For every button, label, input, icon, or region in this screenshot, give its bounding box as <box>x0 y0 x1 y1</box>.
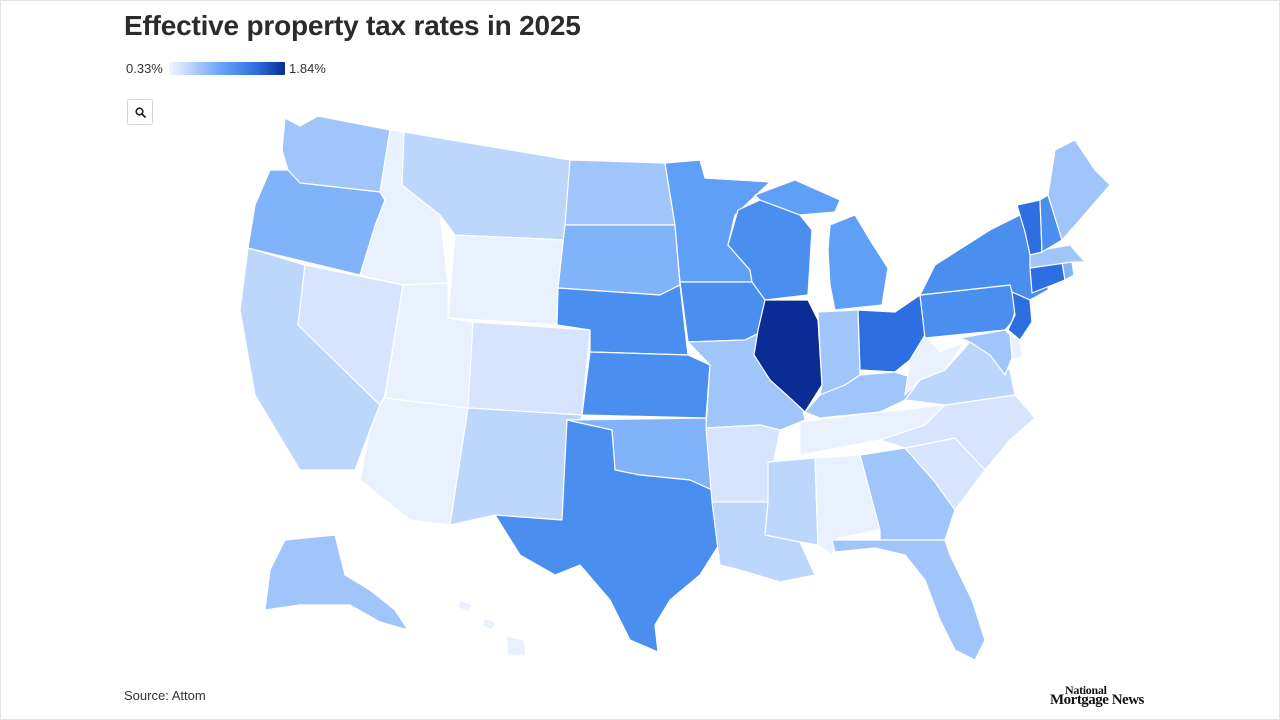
state-wy[interactable]: Wyoming <box>447 234 566 326</box>
state-hi[interactable]: Hawaii <box>505 635 527 657</box>
state-me[interactable]: Maine <box>1047 139 1111 241</box>
legend-gradient-bar <box>169 62 285 75</box>
state-mi[interactable]: Michigan <box>754 179 841 216</box>
state-ak[interactable]: Alaska <box>264 534 409 631</box>
state-sd[interactable]: South Dakota <box>557 224 681 296</box>
zoom-button[interactable] <box>127 99 153 125</box>
legend-min-label: 0.33% <box>126 61 163 76</box>
state-hi[interactable]: Hawaii <box>457 599 473 613</box>
state-vt[interactable]: Vermont <box>1016 199 1043 256</box>
legend-max-label: 1.84% <box>289 61 326 76</box>
state-il[interactable]: Illinois <box>753 299 823 413</box>
chart-title: Effective property tax rates in 2025 <box>124 10 581 41</box>
brand-line2: Mortgage News <box>1050 692 1144 708</box>
state-ks[interactable]: Kansas <box>581 351 711 419</box>
search-icon <box>135 107 146 118</box>
state-hi[interactable]: Hawaii <box>481 617 497 631</box>
state-nd[interactable]: North Dakota <box>564 159 676 226</box>
state-fl[interactable]: Florida <box>831 539 986 661</box>
state-co[interactable]: Colorado <box>467 321 591 416</box>
state-mi[interactable]: Michigan <box>827 214 889 311</box>
state-md[interactable]: Maryland <box>959 329 1013 376</box>
brand-line1: National <box>1065 683 1107 697</box>
brand-logo: National Mortgage News <box>1050 683 1160 708</box>
state-az[interactable]: Arizona <box>359 397 469 526</box>
state-tx[interactable]: Texas <box>494 419 723 653</box>
state-ny[interactable]: New York <box>919 211 1051 301</box>
source-note: Source: Attom <box>124 688 206 703</box>
state-ms[interactable]: Mississippi <box>764 457 819 546</box>
